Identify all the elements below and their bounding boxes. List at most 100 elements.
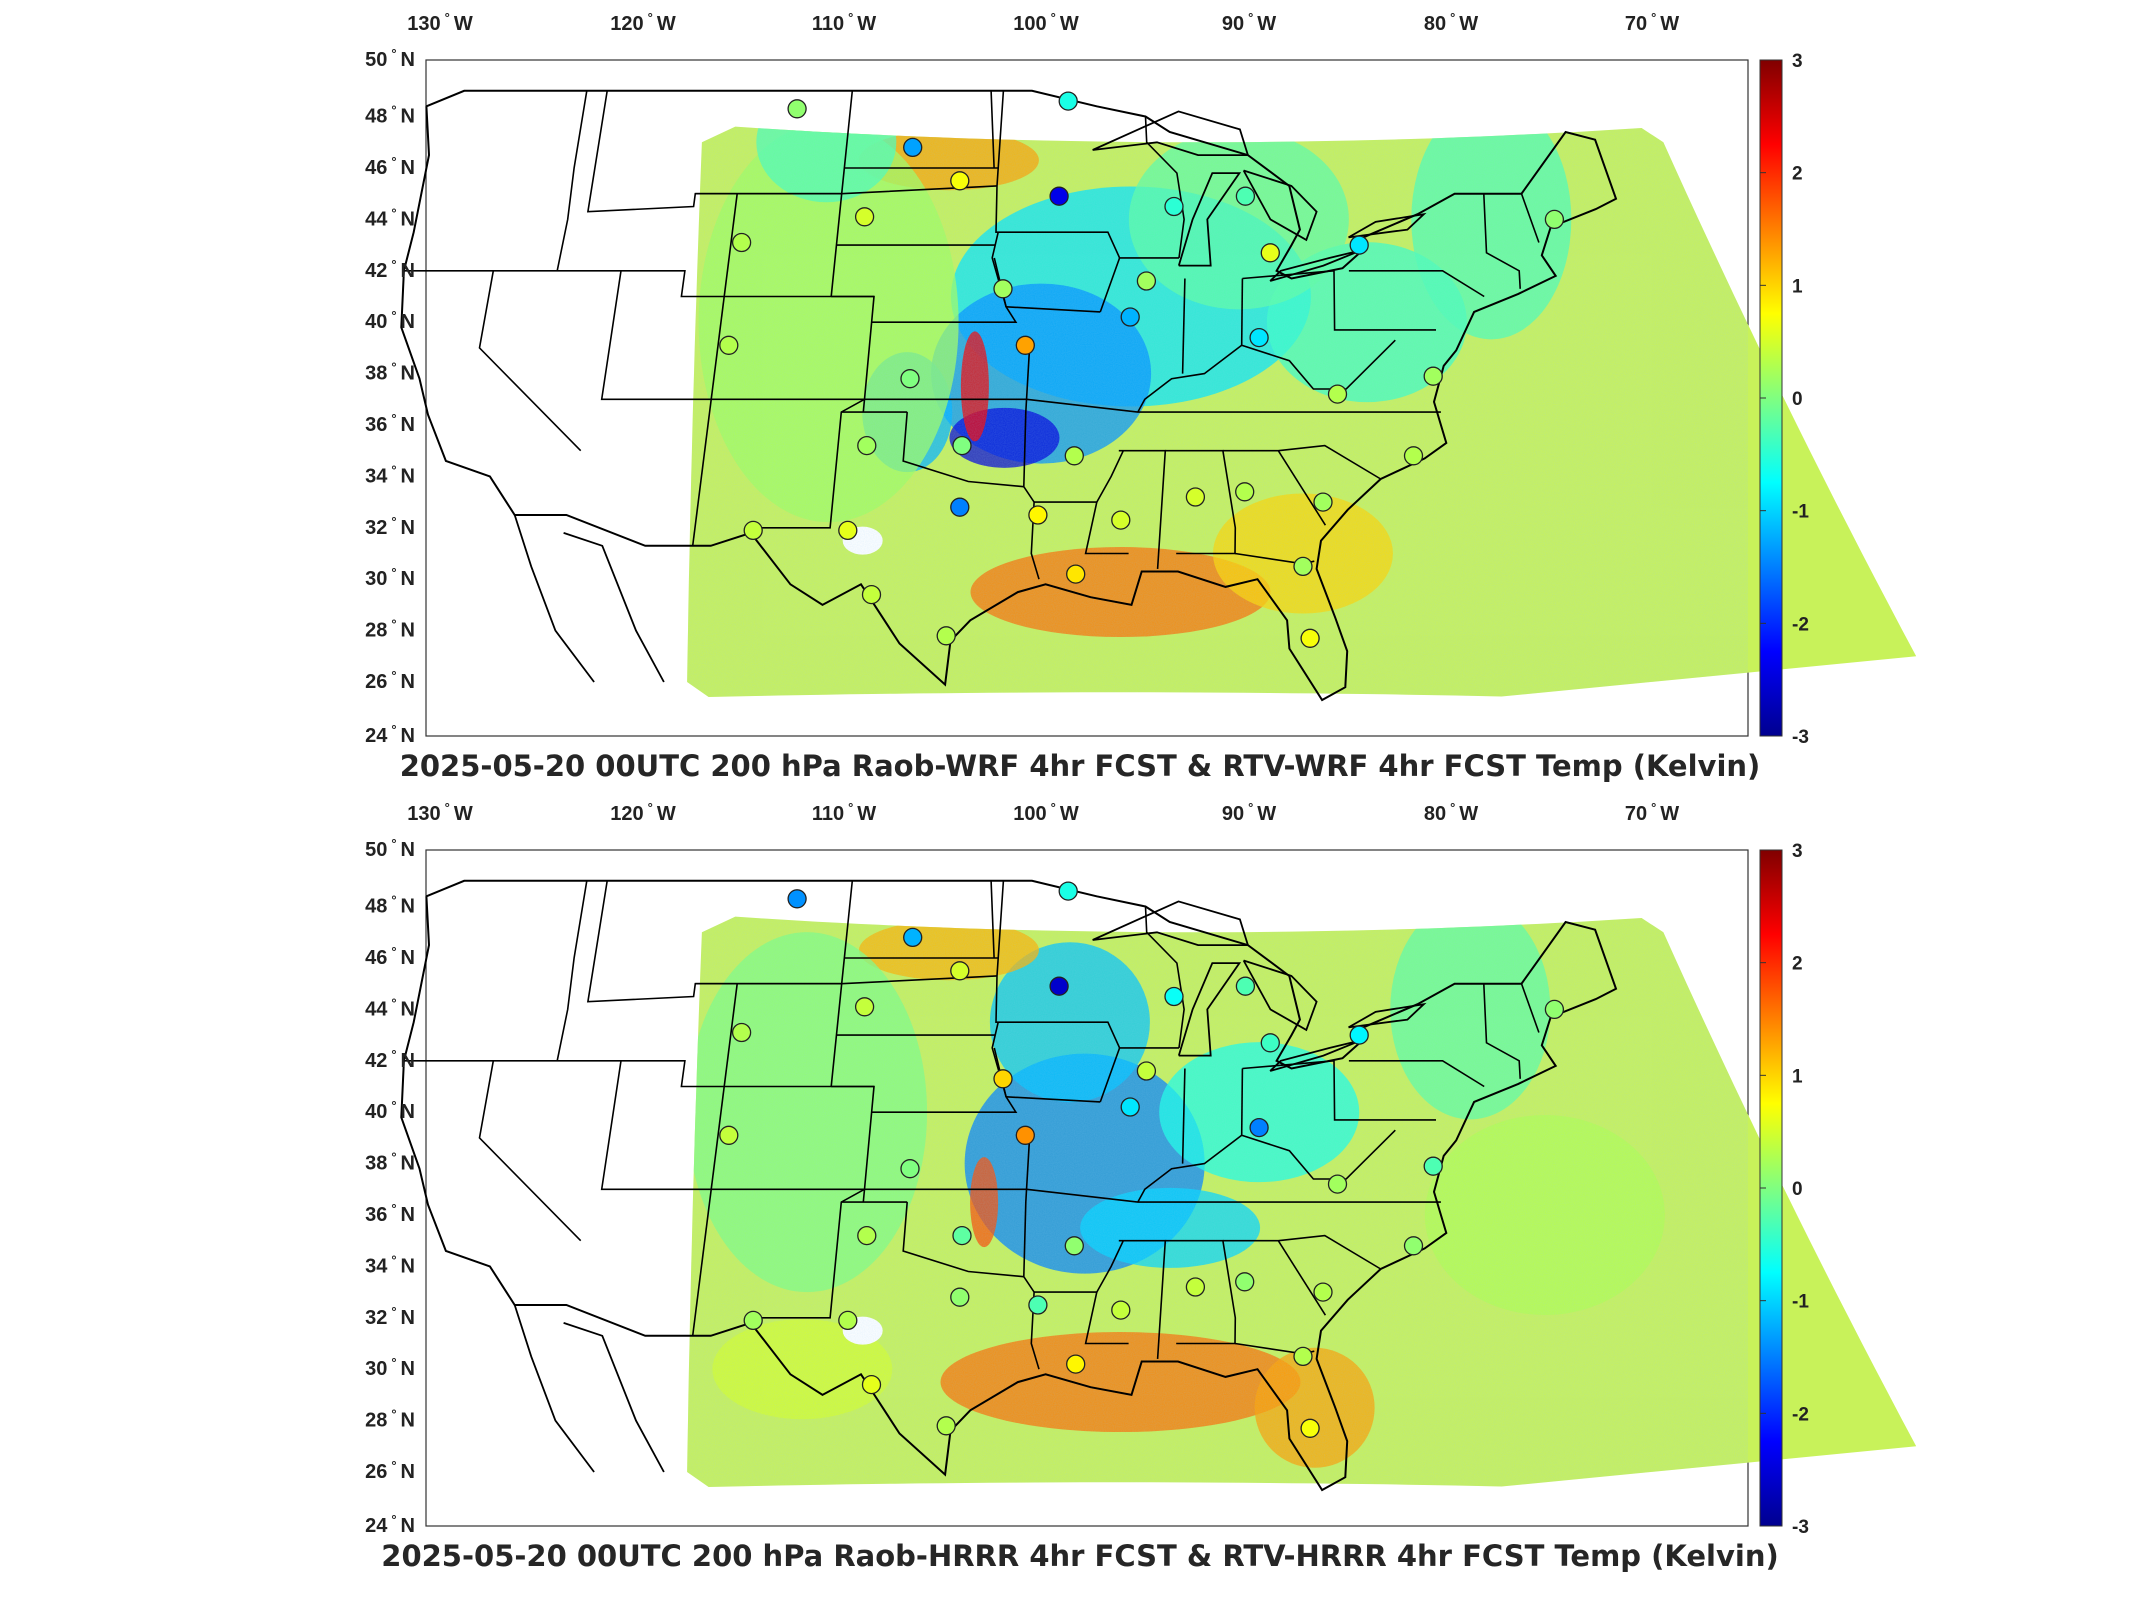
- longitude-tick-label: 100 ° W: [1013, 800, 1079, 825]
- colorbar-tick-label: 1: [1792, 276, 1803, 297]
- colorbar-tick-label: 0: [1792, 1179, 1803, 1200]
- raob-station-marker: [1300, 1418, 1320, 1438]
- latitude-tick-label: 48 ° N: [365, 103, 415, 128]
- raob-station-marker: [1260, 1033, 1280, 1053]
- raob-station-marker: [1120, 1097, 1140, 1117]
- latitude-tick-label: 42 ° N: [365, 257, 415, 282]
- colorbar-tick-labels: 3 2 1 0 -1 -2 -3: [1760, 51, 1809, 748]
- raob-station-marker: [1015, 335, 1035, 355]
- latitude-tick-label: 30 ° N: [365, 1355, 415, 1380]
- raob-station-marker: [731, 1022, 752, 1043]
- latitude-tick-label: 44 ° N: [365, 205, 415, 230]
- raob-station-marker: [1544, 999, 1565, 1020]
- raob-station-marker: [1249, 1117, 1269, 1138]
- raob-station-marker: [787, 889, 807, 909]
- raob-station-marker: [1164, 986, 1184, 1007]
- latitude-tick-label: 36 ° N: [365, 411, 415, 436]
- raob-station-marker: [1235, 1272, 1255, 1292]
- panel-title: 2025-05-20 00UTC 200 hPa Raob-WRF 4hr FC…: [400, 749, 1761, 783]
- colorbar-tick-label: -3: [1792, 1517, 1809, 1538]
- raob-station-marker: [1136, 271, 1157, 291]
- latitude-tick-label: 50 ° N: [365, 46, 415, 71]
- raob-station-marker: [1403, 1236, 1424, 1256]
- latitude-tick-label: 26 ° N: [365, 668, 415, 693]
- map-panel-bottom: 130 ° W 120 ° W 110 ° W 100 ° W 90 ° W 80 ° W 70 ° W 50 ° N 48 °…: [365, 800, 1917, 1573]
- raob-station-marker: [950, 171, 970, 191]
- raob-station-marker: [903, 137, 923, 158]
- raob-station-marker: [1423, 366, 1443, 386]
- raob-station-marker: [1066, 564, 1086, 584]
- colorbar-tick-label: -2: [1792, 614, 1809, 635]
- raob-station-marker: [1313, 1282, 1333, 1302]
- raob-station-marker: [1064, 1236, 1084, 1256]
- raob-station-marker: [1403, 446, 1424, 466]
- longitude-tick-label: 90 ° W: [1222, 10, 1276, 35]
- raob-station-marker: [861, 584, 882, 605]
- colorbar-tick-label: 0: [1792, 389, 1803, 410]
- colorbar-tick-label: -2: [1792, 1404, 1809, 1425]
- raob-station-marker: [1028, 505, 1048, 525]
- colorbar-tick-label: 2: [1792, 164, 1803, 185]
- raob-station-marker: [1300, 628, 1320, 648]
- raob-station-marker: [857, 435, 877, 456]
- raob-station-marker: [1058, 881, 1078, 901]
- raob-station-marker: [1064, 446, 1084, 466]
- raob-station-marker: [719, 1125, 739, 1145]
- raob-stations: [719, 881, 1565, 1438]
- raob-station-marker: [1235, 186, 1256, 206]
- latitude-tick-label: 24 ° N: [365, 1512, 415, 1537]
- longitude-tick-label: 70 ° W: [1625, 800, 1679, 825]
- latitude-tick-label: 42 ° N: [365, 1047, 415, 1072]
- longitude-tick-labels: 130 ° W 120 ° W 110 ° W 100 ° W 90 ° W 80 ° W 70 ° W: [407, 800, 1679, 825]
- latitude-tick-label: 44 ° N: [365, 995, 415, 1020]
- longitude-tick-label: 80 ° W: [1424, 10, 1478, 35]
- raob-station-marker: [838, 1310, 858, 1331]
- raob-station-marker: [787, 99, 807, 119]
- raob-station-marker: [731, 232, 752, 253]
- latitude-tick-label: 40 ° N: [365, 1098, 415, 1123]
- raob-station-marker: [950, 497, 970, 517]
- longitude-tick-label: 70 ° W: [1625, 10, 1679, 35]
- longitude-tick-label: 100 ° W: [1013, 10, 1079, 35]
- latitude-tick-label: 34 ° N: [365, 462, 415, 487]
- raob-station-marker: [1049, 976, 1069, 996]
- raob-station-marker: [1111, 1300, 1131, 1320]
- raob-station-marker: [1293, 1346, 1313, 1367]
- raob-station-marker: [1120, 307, 1140, 327]
- latitude-tick-label: 30 ° N: [365, 565, 415, 590]
- raob-station-marker: [950, 1287, 970, 1307]
- longitude-tick-label: 130 ° W: [407, 800, 473, 825]
- raob-station-marker: [900, 1159, 920, 1179]
- longitude-tick-label: 90 ° W: [1222, 800, 1276, 825]
- longitude-tick-label: 80 ° W: [1424, 800, 1478, 825]
- raob-station-marker: [1249, 327, 1269, 348]
- raob-station-marker: [743, 520, 763, 541]
- colorbar-tick-labels: 3 2 1 0 -1 -2 -3: [1760, 841, 1809, 1538]
- raob-station-marker: [861, 1374, 882, 1395]
- raob-station-marker: [1349, 235, 1369, 255]
- latitude-tick-label: 28 ° N: [365, 617, 415, 642]
- colorbar-tick-label: 2: [1792, 954, 1803, 975]
- colorbar-tick-label: 1: [1792, 1066, 1803, 1087]
- longitude-tick-label: 120 ° W: [610, 800, 676, 825]
- latitude-tick-label: 38 ° N: [365, 360, 415, 385]
- raob-station-marker: [993, 1069, 1013, 1089]
- longitude-tick-label: 120 ° W: [610, 10, 676, 35]
- longitude-tick-label: 110 ° W: [812, 10, 876, 35]
- raob-station-marker: [1327, 1174, 1348, 1194]
- latitude-tick-label: 32 ° N: [365, 514, 415, 539]
- raob-station-marker: [900, 369, 920, 389]
- raob-station-marker: [1136, 1061, 1157, 1081]
- raob-station-marker: [1185, 1277, 1206, 1297]
- raob-station-marker: [854, 207, 875, 227]
- raob-station-marker: [936, 1416, 956, 1436]
- map-panel-top: 130 ° W 120 ° W 110 ° W 100 ° W 90 ° W 80 ° W 70 ° W 50 ° N 48 °…: [365, 10, 1917, 783]
- colorbar-tick-label: 3: [1792, 841, 1803, 862]
- raob-station-marker: [1111, 510, 1131, 530]
- colorbar-tick-label: -3: [1792, 727, 1809, 748]
- colorbar-tick-label: -1: [1792, 502, 1809, 523]
- state-boundaries: [400, 879, 1618, 1492]
- longitude-tick-labels: 130 ° W 120 ° W 110 ° W 100 ° W 90 ° W 80 ° W 70 ° W: [407, 10, 1679, 35]
- raob-station-marker: [838, 520, 858, 541]
